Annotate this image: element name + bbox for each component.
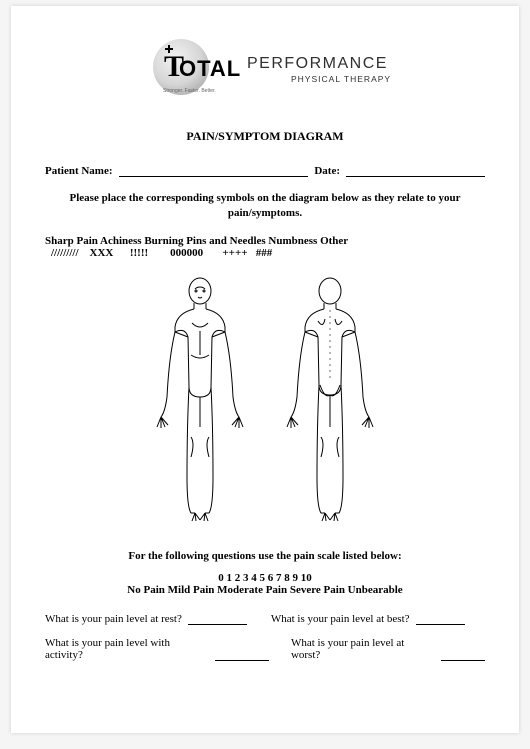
question-row-2: What is your pain level with activity? W… (45, 637, 485, 661)
q1-input[interactable] (188, 610, 247, 625)
date-input[interactable] (346, 162, 485, 177)
svg-text:PHYSICAL THERAPY: PHYSICAL THERAPY (291, 74, 391, 84)
body-diagram[interactable] (45, 269, 485, 532)
q4-input[interactable] (441, 646, 485, 661)
q3-input[interactable] (215, 646, 269, 661)
q2-input[interactable] (416, 610, 465, 625)
q1-label: What is your pain level at rest? (45, 613, 182, 625)
svg-text:PERFORMANCE: PERFORMANCE (247, 55, 388, 72)
date-label: Date: (314, 165, 340, 177)
instruction-text: Please place the corresponding symbols o… (55, 191, 475, 221)
svg-text:OTAL: OTAL (179, 56, 241, 81)
body-outline-svg[interactable] (115, 269, 415, 529)
patient-name-input[interactable] (119, 162, 309, 177)
q4-label: What is your pain level at worst? (291, 637, 435, 661)
scale-instruction: For the following questions use the pain… (45, 550, 485, 562)
logo-block: T OTAL PERFORMANCE PHYSICAL THERAPY Stro… (45, 36, 485, 101)
patient-date-row: Patient Name: Date: (45, 162, 485, 177)
legend-symbols: ///////// XXX !!!!! 000000 ++++ ### (45, 247, 485, 259)
scale-numbers: 0 1 2 3 4 5 6 7 8 9 10 (45, 572, 485, 584)
q3-label: What is your pain level with activity? (45, 637, 209, 661)
q2-label: What is your pain level at best? (271, 613, 410, 625)
scale-labels: No Pain Mild Pain Moderate Pain Severe P… (45, 584, 485, 596)
question-row-1: What is your pain level at rest? What is… (45, 610, 485, 625)
form-title: PAIN/SYMPTOM DIAGRAM (45, 129, 485, 144)
patient-name-label: Patient Name: (45, 165, 113, 177)
legend-headers: Sharp Pain Achiness Burning Pins and Nee… (45, 235, 485, 247)
page: T OTAL PERFORMANCE PHYSICAL THERAPY Stro… (11, 6, 519, 733)
svg-text:Stronger. Faster. Better.: Stronger. Faster. Better. (163, 88, 216, 94)
logo-svg: T OTAL PERFORMANCE PHYSICAL THERAPY Stro… (135, 36, 395, 98)
